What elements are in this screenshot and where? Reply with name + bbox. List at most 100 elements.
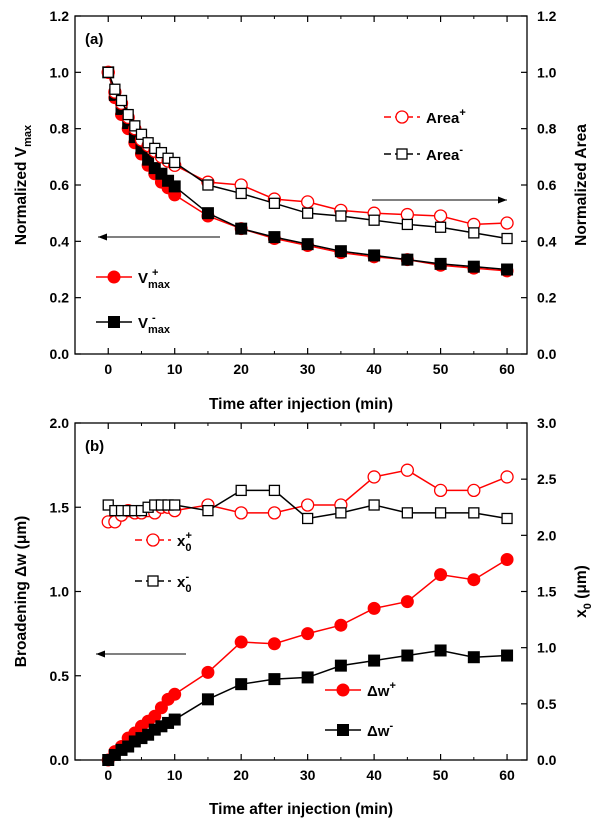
chart-panel-a: 0 10 20 30 40 50 60 0.0 0.2 0.4 0.6 0.8 1.0 1.2 0.0 0.2… (13, 8, 590, 413)
data-point-dw_minus (434, 644, 447, 657)
data-point-area_minus (401, 218, 414, 231)
data-point-dw_plus (201, 665, 215, 679)
y-right-tick-label: 0.5 (537, 696, 557, 712)
data-point-x0_plus (400, 463, 415, 477)
data-point-dw_plus (154, 701, 168, 715)
panel-label: (a) (85, 31, 103, 48)
data-point-area_minus (135, 128, 148, 140)
data-point-area_plus (300, 195, 315, 209)
axis-arrow-head (98, 233, 107, 241)
data-point-vmax_minus (142, 153, 155, 166)
series-x0_minus (102, 484, 513, 525)
legend-entry-x0_minus: x0- (135, 571, 191, 595)
y-left-tick-label: 0.0 (50, 346, 70, 362)
y-right-tick-label: 0.8 (537, 121, 557, 137)
data-point-dw_plus (400, 595, 414, 609)
data-point-x0_minus (368, 499, 380, 511)
x-tick-label: 40 (366, 361, 382, 377)
x-tick-label: 60 (499, 361, 515, 377)
data-point-vmax_minus (434, 257, 447, 270)
data-point-area_minus (102, 66, 114, 78)
data-point-x0_minus (434, 507, 447, 519)
data-point-area_plus (400, 207, 415, 222)
legend-entry-area_minus: Area- (384, 144, 463, 164)
data-point-x0_plus (467, 483, 481, 498)
data-point-x0_minus (202, 504, 214, 517)
y-left-tick-label: 0.0 (50, 752, 70, 768)
data-point-vmax_minus (501, 263, 514, 276)
y-left-tick-label: 1.0 (50, 584, 70, 600)
data-point-vmax_minus (368, 249, 381, 262)
data-point-vmax_minus (155, 167, 168, 180)
data-point-area_minus (468, 227, 480, 239)
x-tick-label: 60 (499, 767, 515, 783)
data-point-area_minus (109, 83, 121, 95)
data-point-vmax_minus (301, 238, 314, 251)
data-point-x0_plus (500, 470, 514, 484)
legend-label: Area- (426, 144, 463, 164)
data-point-area_minus (129, 120, 141, 132)
y-right-tick-label: 2.0 (537, 527, 557, 543)
data-point-dw_plus (168, 687, 182, 701)
data-point-dw_minus (401, 649, 414, 662)
data-point-area_minus (301, 207, 314, 219)
data-point-vmax_minus (334, 245, 347, 258)
data-point-x0_minus (335, 507, 347, 519)
data-point-x0_plus (267, 506, 282, 520)
legend-label: Vmax- (138, 312, 171, 336)
data-point-area_minus (335, 210, 347, 222)
data-point-x0_minus (169, 499, 181, 511)
data-point-vmax_minus (168, 180, 181, 193)
series-line-dw_plus (107, 558, 508, 761)
data-point-dw_plus (367, 601, 381, 615)
y-left-tick-label: 1.2 (50, 8, 70, 24)
data-point-dw_plus (500, 552, 514, 566)
data-point-x0_minus (235, 484, 247, 497)
legend-label: Δw+ (367, 680, 396, 700)
data-point-vmax_minus (401, 253, 414, 266)
panel-label: (b) (85, 438, 104, 455)
axis-arrow-head (96, 650, 105, 658)
y-right-axis-label: Normalized Area (573, 124, 590, 246)
x-tick-label: 20 (233, 767, 249, 783)
legend-marker (146, 533, 160, 547)
data-point-area_plus (500, 216, 514, 230)
legend-marker (108, 316, 120, 328)
data-point-area_minus (368, 214, 380, 226)
x-tick-label: 20 (233, 361, 249, 377)
plot-frame (74, 422, 528, 761)
axis-arrow-head (498, 196, 507, 204)
data-point-area_minus (235, 187, 247, 200)
legend-label: Area+ (426, 107, 466, 127)
data-point-x0_minus (301, 512, 314, 525)
y-left-tick-label: 1.0 (50, 64, 70, 80)
series-dw_minus (102, 644, 514, 766)
data-point-x0_plus (300, 498, 315, 512)
series-area_minus (102, 66, 513, 245)
legend-label: x0- (177, 571, 191, 595)
data-point-dw_minus (301, 671, 314, 684)
data-point-dw_plus (334, 618, 348, 632)
x-tick-label: 10 (167, 361, 183, 377)
y-right-tick-label: 0.0 (537, 752, 557, 768)
x-tick-label: 0 (104, 361, 112, 377)
data-point-dw_minus (368, 654, 381, 667)
data-point-vmax_minus (201, 207, 214, 220)
x-axis-label: Time after injection (min) (209, 801, 393, 818)
data-point-dw_minus (334, 659, 347, 672)
chart-panel-b: 0 10 20 30 40 50 60 0.0 0.5 1.0 1.5 2.0 0.0 0.5 1.0 1.5… (13, 415, 594, 818)
data-point-dw_plus (234, 635, 248, 649)
y-right-tick-label: 1.0 (537, 640, 557, 656)
legend-entry-x0_plus: x0+ (135, 530, 192, 554)
y-right-tick-label: 0.4 (537, 233, 557, 249)
y-left-tick-label: 0.4 (50, 233, 70, 249)
legend-entry-vmax_minus: Vmax- (96, 312, 171, 336)
data-point-area_minus (122, 108, 134, 121)
legend-entry-dw_plus: Δw+ (325, 680, 396, 700)
legend-entry-dw_minus: Δw- (325, 720, 393, 740)
y-left-tick-label: 0.6 (50, 177, 70, 193)
data-point-dw_minus (467, 651, 480, 664)
x-tick-label: 30 (300, 361, 316, 377)
series-vmax_minus (102, 66, 514, 276)
data-point-x0_minus (401, 507, 414, 519)
